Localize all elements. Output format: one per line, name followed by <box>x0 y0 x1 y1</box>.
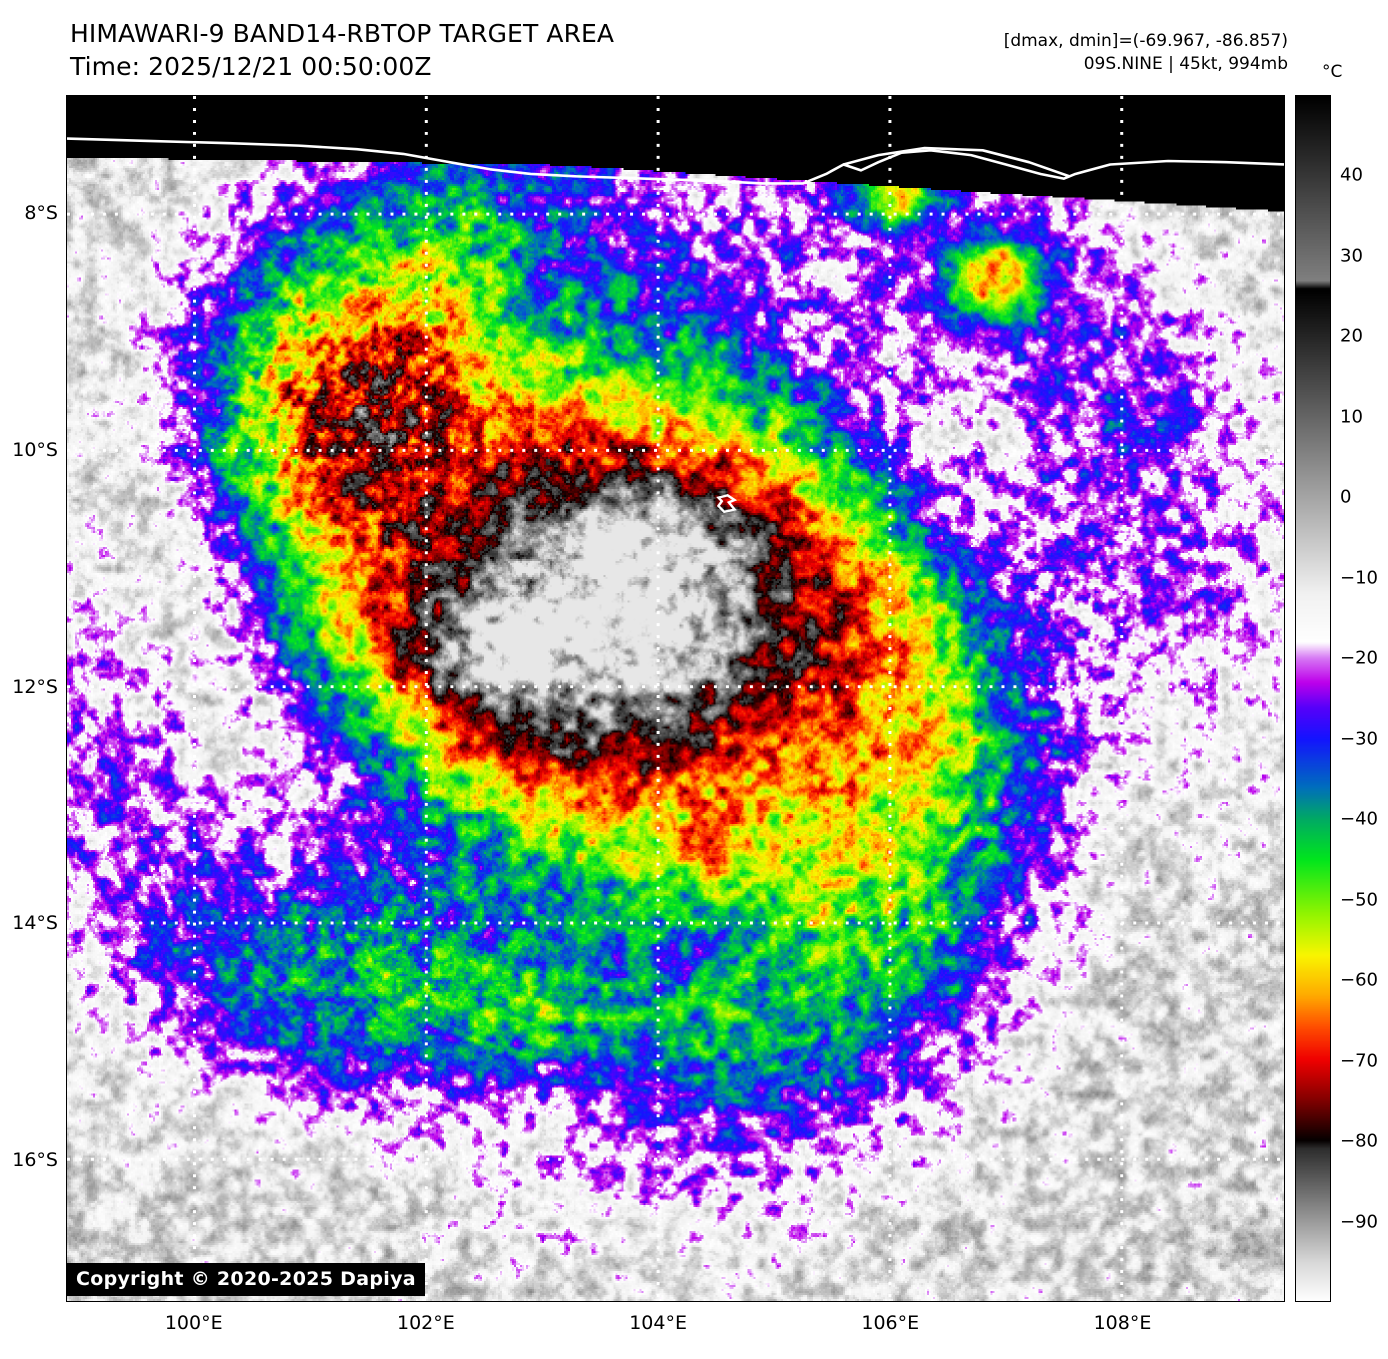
colorbar-units-label: °C <box>1322 62 1343 82</box>
storm-info-label: 09S.NINE | 45kt, 994mb <box>1083 53 1288 74</box>
graticule-overlay <box>67 96 1284 1301</box>
title-block: HIMAWARI-9 BAND14-RBTOP TARGET AREA Time… <box>70 18 614 83</box>
colorbar-tick-label: −20 <box>1340 647 1378 669</box>
colorbar-tick-label: 10 <box>1340 406 1363 428</box>
y-axis-tick-label: 14°S <box>12 912 58 935</box>
coastline-overlay <box>67 137 1284 514</box>
colorbar-tick-label: −60 <box>1340 969 1378 991</box>
copyright-banner: Copyright © 2020-2025 Dapiya <box>67 1263 425 1296</box>
island-outline <box>716 494 738 514</box>
colorbar <box>1295 95 1331 1302</box>
colorbar-tick-label: −40 <box>1340 808 1378 830</box>
colorbar-tick-label: 0 <box>1340 486 1352 508</box>
colorbar-tick-label: −30 <box>1340 728 1378 750</box>
coastline-path <box>67 137 1284 185</box>
y-axis-tick-label: 10°S <box>12 439 58 461</box>
colorbar-tick-label: −80 <box>1340 1130 1378 1152</box>
metadata-block: [dmax, dmin]=(-69.967, -86.857) 09S.NINE… <box>1004 30 1288 76</box>
satellite-imagery-canvas <box>67 96 1284 1301</box>
colorbar-tick-label: −90 <box>1340 1211 1378 1233</box>
colorbar-tick-label: 20 <box>1340 325 1363 347</box>
satellite-image-plot: Copyright © 2020-2025 Dapiya <box>66 95 1285 1302</box>
y-axis-tick-label: 8°S <box>24 202 58 225</box>
x-axis-tick-label: 100°E <box>164 1312 223 1334</box>
x-axis-tick-label: 102°E <box>397 1312 455 1334</box>
x-axis-tick-label: 108°E <box>1093 1312 1152 1334</box>
dminmax-label: [dmax, dmin]=(-69.967, -86.857) <box>1003 31 1288 51</box>
x-axis-tick-label: 104°E <box>629 1312 687 1334</box>
y-axis-tick-label: 12°S <box>12 675 58 698</box>
colorbar-tick-label: −50 <box>1340 889 1378 911</box>
colorbar-tick-label: −10 <box>1340 567 1378 589</box>
x-axis-tick-label: 106°E <box>861 1312 920 1334</box>
colorbar-tick-label: 30 <box>1340 245 1363 267</box>
coastline-path <box>843 146 1070 178</box>
timestamp-label: Time: 2025/12/21 00:50:00Z <box>70 51 432 81</box>
colorbar-tick-label: 40 <box>1340 164 1363 186</box>
colorbar-tick-label: −70 <box>1340 1050 1378 1072</box>
colorbar-gradient <box>1296 96 1330 1301</box>
page-title: HIMAWARI-9 BAND14-RBTOP TARGET AREA <box>70 19 615 48</box>
y-axis-tick-label: 16°S <box>12 1149 58 1171</box>
